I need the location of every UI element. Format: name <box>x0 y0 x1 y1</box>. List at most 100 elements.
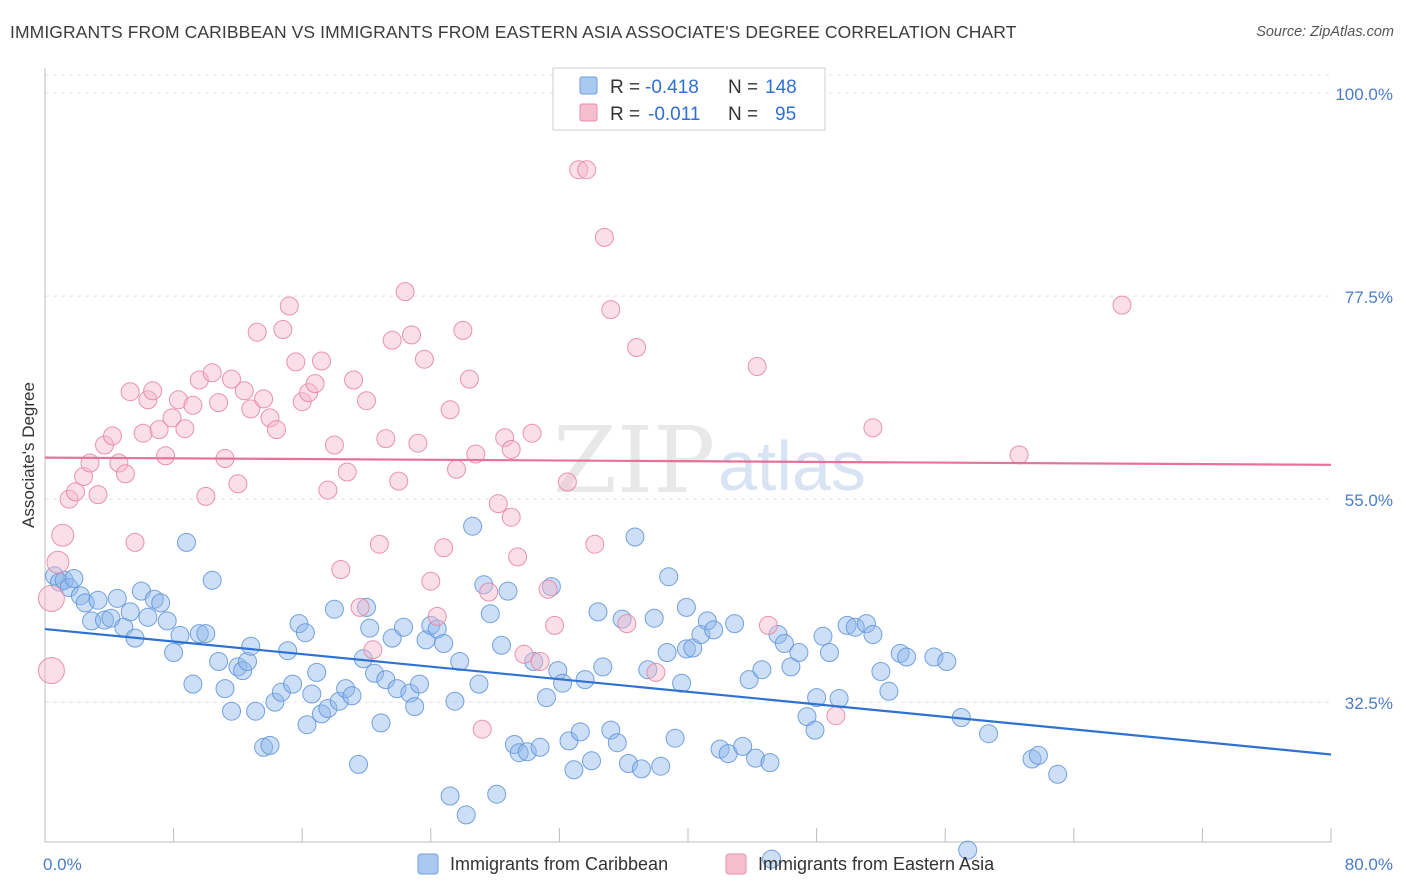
point-caribbean <box>107 588 127 608</box>
point-caribbean <box>480 604 500 624</box>
point-caribbean <box>265 692 285 712</box>
stats-r-label-caribbean: R = <box>610 77 640 98</box>
point-eastern-asia <box>459 369 479 389</box>
point-eastern-asia <box>395 282 415 302</box>
point-eastern-asia <box>389 471 409 491</box>
point-caribbean <box>312 704 331 724</box>
point-caribbean <box>517 742 537 762</box>
point-caribbean <box>530 737 550 757</box>
point-caribbean <box>1028 745 1048 765</box>
y-tick-label: 55.0% <box>1345 491 1393 510</box>
point-caribbean <box>405 697 425 717</box>
point-eastern-asia <box>617 614 637 634</box>
point-caribbean <box>469 674 489 694</box>
point-caribbean <box>120 602 140 622</box>
point-caribbean <box>487 784 507 804</box>
point-eastern-asia <box>382 330 402 350</box>
point-caribbean <box>631 759 651 779</box>
point-caribbean <box>958 840 978 860</box>
point-caribbean <box>45 566 65 586</box>
stats-box: R = -0.418 N = 148 R = -0.011 N = 95 <box>552 67 826 131</box>
chart-source: Source: ZipAtlas.com <box>1256 24 1394 40</box>
point-caribbean <box>509 743 529 763</box>
point-caribbean <box>307 662 327 682</box>
point-eastern-asia <box>273 320 293 339</box>
point-caribbean <box>820 643 839 662</box>
point-caribbean <box>774 634 794 653</box>
point-caribbean <box>746 748 765 768</box>
point-caribbean <box>553 673 573 693</box>
legend-swatch-eastern-asia <box>725 853 747 875</box>
point-caribbean <box>676 639 696 659</box>
point-caribbean <box>342 686 362 706</box>
point-caribbean <box>336 679 356 699</box>
point-caribbean <box>209 652 229 671</box>
point-eastern-asia <box>594 227 614 247</box>
point-caribbean <box>241 636 261 656</box>
point-caribbean <box>807 688 827 708</box>
point-caribbean <box>762 849 782 869</box>
point-caribbean <box>879 681 899 701</box>
point-eastern-asia <box>1112 295 1132 315</box>
point-caribbean <box>445 691 465 711</box>
point-eastern-asia <box>162 408 182 428</box>
point-caribbean <box>222 701 241 721</box>
point-caribbean <box>463 516 483 536</box>
point-caribbean <box>760 753 780 773</box>
point-eastern-asia <box>408 433 428 453</box>
point-eastern-asia <box>149 420 169 440</box>
y-tick-label: 100.0% <box>1335 85 1393 104</box>
point-eastern-asia <box>421 571 441 591</box>
point-eastern-asia <box>46 550 70 574</box>
point-caribbean <box>283 674 303 694</box>
point-caribbean <box>394 617 413 637</box>
point-caribbean <box>813 626 833 646</box>
point-caribbean <box>733 736 753 756</box>
point-caribbean <box>238 652 257 671</box>
point-eastern-asia <box>402 325 421 345</box>
point-caribbean <box>537 688 556 708</box>
point-eastern-asia <box>228 474 248 494</box>
point-caribbean <box>805 720 825 740</box>
point-caribbean <box>75 593 95 613</box>
point-eastern-asia <box>324 435 344 455</box>
point-eastern-asia <box>530 652 550 671</box>
point-caribbean <box>170 625 190 645</box>
point-eastern-asia <box>133 423 153 443</box>
point-caribbean <box>651 756 671 776</box>
trend-lines <box>44 456 1332 756</box>
point-eastern-asia <box>440 400 460 420</box>
point-eastern-asia <box>488 494 508 514</box>
point-eastern-asia <box>196 486 216 506</box>
point-caribbean <box>95 610 114 630</box>
point-caribbean <box>365 663 384 683</box>
point-caribbean <box>570 722 590 742</box>
point-eastern-asia <box>305 374 325 394</box>
point-caribbean <box>890 643 910 663</box>
point-eastern-asia <box>344 370 364 390</box>
point-eastern-asia <box>508 547 528 567</box>
point-caribbean <box>302 684 322 704</box>
point-eastern-asia <box>447 459 466 479</box>
point-caribbean <box>157 611 177 631</box>
axes <box>44 68 1332 843</box>
point-eastern-asia <box>501 440 521 459</box>
point-eastern-asia <box>183 395 203 415</box>
point-caribbean <box>564 760 584 780</box>
point-caribbean <box>979 724 999 744</box>
stats-swatch-caribbean <box>579 76 598 95</box>
y-tick-label: 32.5% <box>1345 694 1393 713</box>
point-caribbean <box>202 570 222 590</box>
point-eastern-asia <box>120 382 140 402</box>
point-eastern-asia <box>66 482 85 502</box>
x-tick-label: 80.0% <box>1345 855 1393 874</box>
legend: Immigrants from Caribbean Immigrants fro… <box>417 853 995 875</box>
stats-n-value-eastern-asia: 95 <box>775 104 796 125</box>
y-tick-label: 77.5% <box>1345 288 1393 307</box>
stats-swatch-eastern-asia <box>579 103 598 122</box>
point-caribbean <box>183 674 203 694</box>
stats-n-label-eastern-asia: N = <box>728 104 758 125</box>
point-caribbean <box>725 614 745 634</box>
point-eastern-asia <box>466 444 486 464</box>
point-caribbean <box>151 593 171 613</box>
